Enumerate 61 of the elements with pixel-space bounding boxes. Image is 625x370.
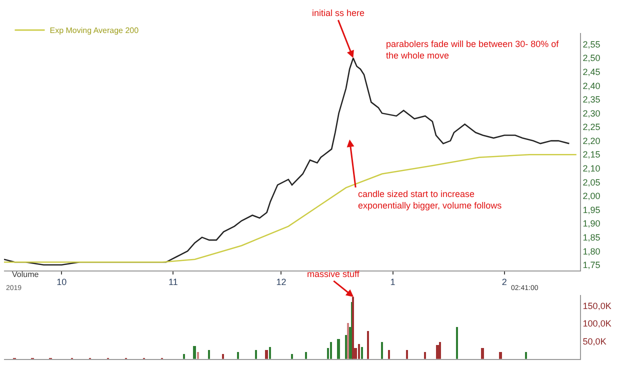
annotation: parabolers fade will be between 30- 80% of the whole move	[386, 39, 560, 61]
y-tick-label: 2,35	[582, 94, 600, 105]
bar	[481, 348, 484, 359]
y-tick-label: 1,80	[582, 246, 600, 256]
y-axis-title: Volume	[12, 270, 40, 279]
y-tick-label: 1,75	[582, 260, 600, 270]
y-tick-label: 50,0K	[582, 336, 606, 346]
bar	[424, 352, 426, 359]
y-tick-label: 2,50	[582, 53, 600, 64]
y-tick-label: 2,30	[582, 108, 600, 118]
bar	[265, 350, 268, 359]
annotation: initial ss here	[312, 8, 365, 18]
y-tick-label: 150,0K	[582, 300, 612, 311]
y-tick-label: 2,20	[582, 136, 600, 146]
bar	[439, 342, 441, 359]
bar	[367, 331, 369, 359]
y-tick-label: 2,40	[582, 80, 600, 91]
bar	[525, 352, 527, 359]
bar	[347, 323, 349, 359]
y-tick-label: 100,0K	[582, 318, 612, 329]
bar	[499, 352, 502, 359]
bar	[269, 347, 271, 359]
y-tick-label: 2,25	[582, 122, 600, 132]
legend-label: Exp Moving Average 200	[50, 26, 140, 36]
bar	[208, 350, 210, 359]
bar	[183, 354, 185, 359]
x-tick-label: 10	[56, 277, 67, 288]
annotation: candle sized start to increase exponentially bigger, volume follows	[358, 189, 502, 211]
bar	[352, 297, 354, 359]
bar	[406, 350, 408, 359]
bar	[381, 342, 383, 359]
y-tick-label: 1,90	[582, 218, 600, 229]
bar	[345, 335, 347, 359]
y-tick-label: 2,00	[582, 191, 600, 202]
bar	[330, 342, 332, 359]
bar	[358, 344, 360, 359]
bar	[436, 345, 439, 359]
bar	[193, 346, 196, 359]
y-tick-label: 2,55	[582, 39, 600, 50]
x-tick-label: 1	[390, 277, 396, 288]
bar	[255, 350, 257, 359]
y-tick-label: 2,10	[582, 164, 600, 174]
y-tick-label: 2,15	[582, 150, 600, 160]
x-tick-label: 2	[502, 277, 507, 288]
bar	[361, 347, 363, 359]
bar	[337, 339, 340, 359]
bar	[197, 352, 199, 359]
x-tick-label: 11	[168, 277, 178, 288]
bar	[222, 354, 224, 359]
bar	[456, 327, 458, 359]
line-series	[4, 154, 578, 263]
y-tick-label: 2,45	[582, 67, 600, 77]
bar	[388, 350, 390, 359]
y-tick-label: 1,85	[582, 232, 600, 242]
y-tick-label: 1,95	[582, 204, 600, 215]
bar	[305, 352, 307, 359]
y-tick-label: 2,05	[582, 177, 600, 188]
bar	[291, 354, 293, 359]
x-tick-label: 12	[276, 277, 286, 288]
bar	[237, 352, 239, 359]
annotation: massive stuff	[307, 269, 360, 279]
